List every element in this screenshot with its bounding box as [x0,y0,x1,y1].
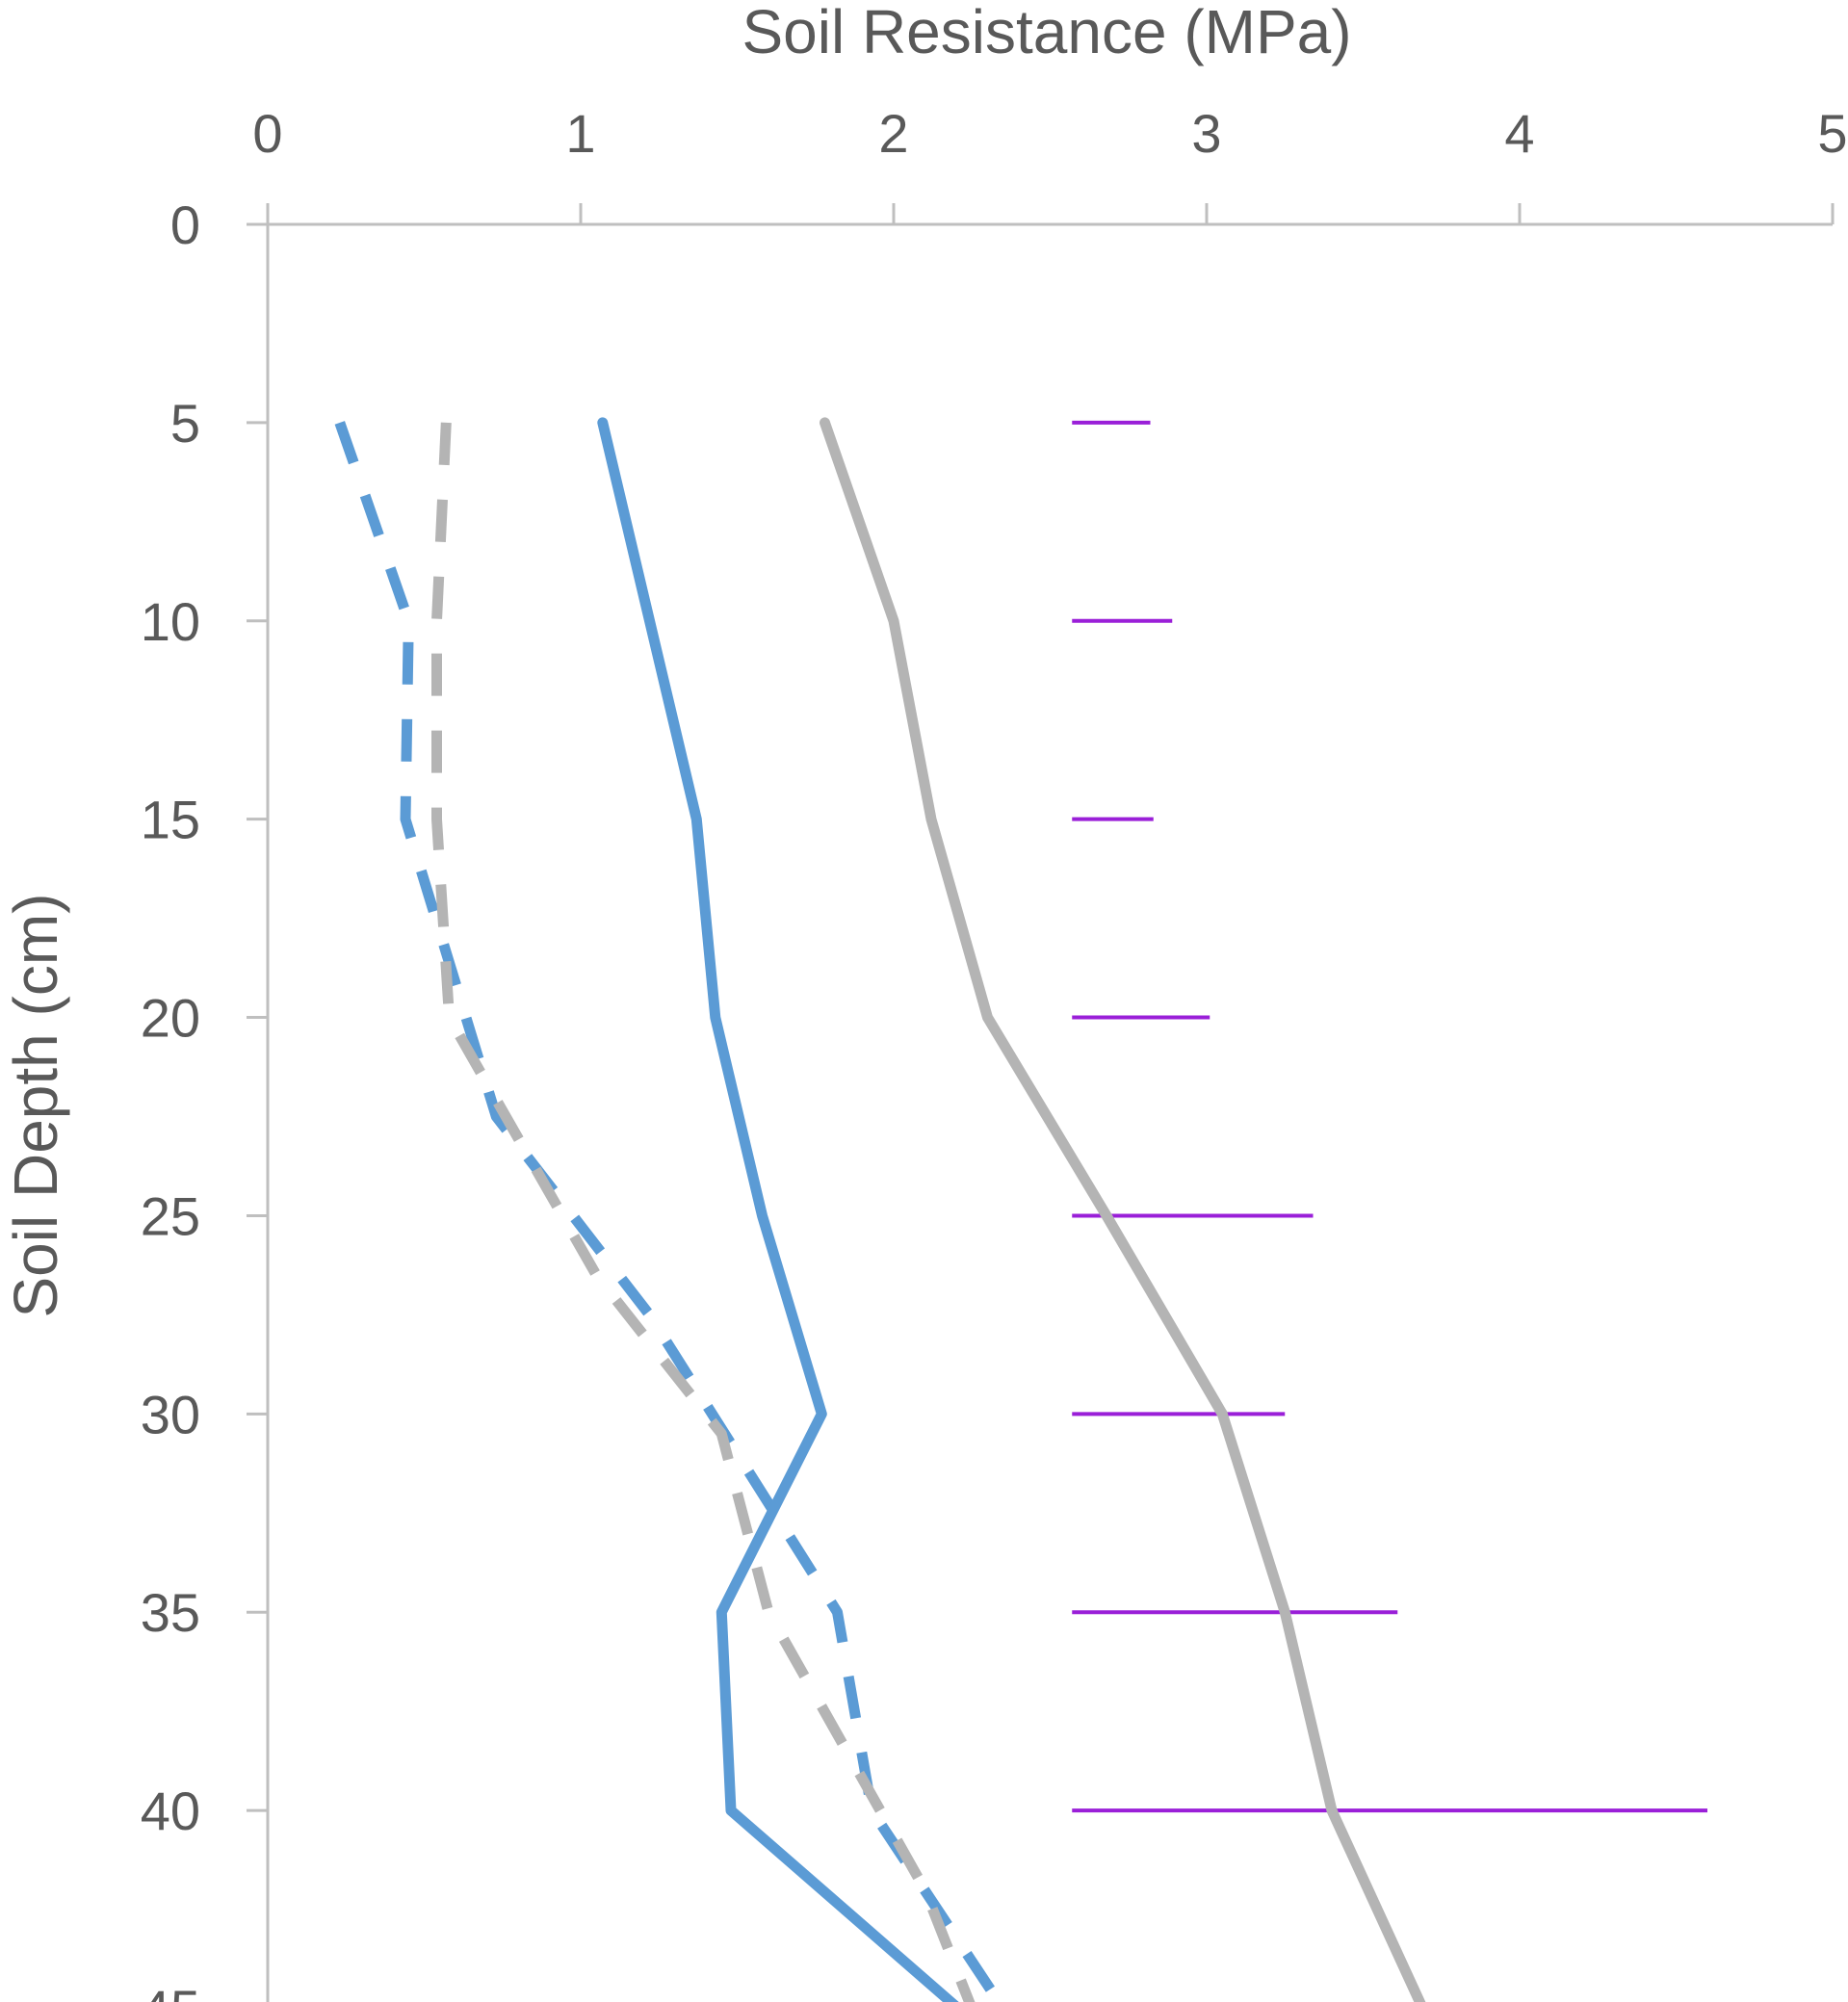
y-axis-title: Soil Depth (cm) [1,894,70,1318]
x-axis-title: Soil Resistance (MPa) [742,0,1351,66]
y-tick-label: 45 [141,1979,200,2002]
x-tick-label: 3 [1191,103,1221,164]
y-tick-label: 10 [141,591,200,652]
x-tick-label: 0 [252,103,282,164]
y-tick-label: 5 [170,393,200,454]
series-line-2 [431,422,976,2002]
plot-area [334,417,1707,2002]
x-tick-label: 1 [565,103,595,164]
y-tick-label: 15 [141,790,200,850]
labels: 012345051015202530354045 [141,103,1848,2002]
axes [247,203,1835,2002]
y-tick-label: 0 [170,195,200,255]
y-tick-label: 25 [141,1185,200,1246]
y-tick-label: 40 [141,1781,200,1841]
y-tick-label: 20 [141,988,200,1049]
y-tick-label: 35 [141,1582,200,1643]
x-tick-label: 5 [1817,103,1847,164]
x-tick-label: 4 [1504,103,1534,164]
x-tick-label: 2 [878,103,908,164]
y-tick-label: 30 [141,1384,200,1444]
series-line-4 [820,417,1426,2002]
series-line-3 [597,417,959,2002]
